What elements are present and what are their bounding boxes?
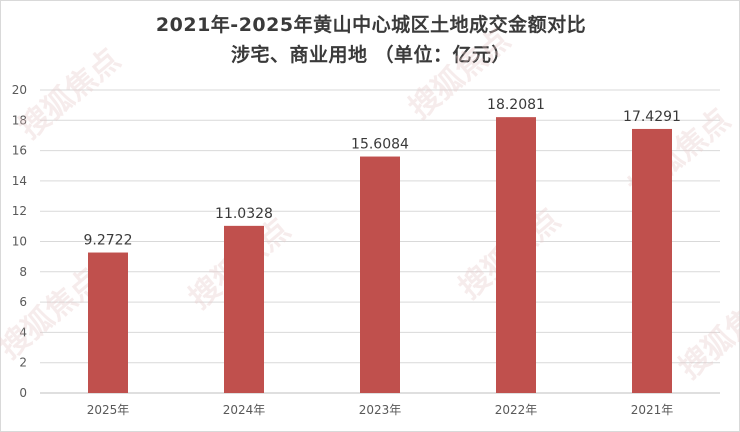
y-tick-label: 14 <box>12 174 27 188</box>
y-tick-label: 4 <box>19 325 27 339</box>
y-tick-label: 6 <box>19 295 27 309</box>
data-label: 17.4291 <box>623 109 681 125</box>
data-label: 9.2722 <box>84 233 133 249</box>
x-tick-label: 2024年 <box>223 403 266 417</box>
bar <box>632 128 672 393</box>
bar <box>224 225 264 393</box>
bar <box>88 252 128 393</box>
x-tick-label: 2023年 <box>359 403 402 417</box>
y-tick-label: 10 <box>12 235 27 249</box>
bar <box>360 156 400 393</box>
data-label: 11.0328 <box>215 206 273 222</box>
y-tick-label: 18 <box>12 113 27 127</box>
watermark-text: 搜狐焦点 <box>13 42 127 146</box>
x-tick-label: 2022年 <box>495 403 538 417</box>
y-tick-label: 20 <box>12 83 27 97</box>
chart-subtitle: 涉宅、商业用地 （单位：亿元） <box>230 44 512 66</box>
data-label: 18.2081 <box>487 97 545 113</box>
bar <box>496 117 536 394</box>
watermark-text: 搜狐焦点 <box>673 282 740 386</box>
y-tick-label: 0 <box>19 386 27 400</box>
data-label: 15.6084 <box>351 137 409 153</box>
y-tick-label: 12 <box>12 204 27 218</box>
x-tick-label: 2025年 <box>87 403 130 417</box>
y-tick-label: 16 <box>12 144 27 158</box>
x-tick-label: 2021年 <box>631 403 674 417</box>
y-tick-label: 2 <box>19 356 27 370</box>
y-tick-label: 8 <box>19 265 27 279</box>
chart-title: 2021年-2025年黄山中心城区土地成交金额对比 <box>155 14 587 36</box>
